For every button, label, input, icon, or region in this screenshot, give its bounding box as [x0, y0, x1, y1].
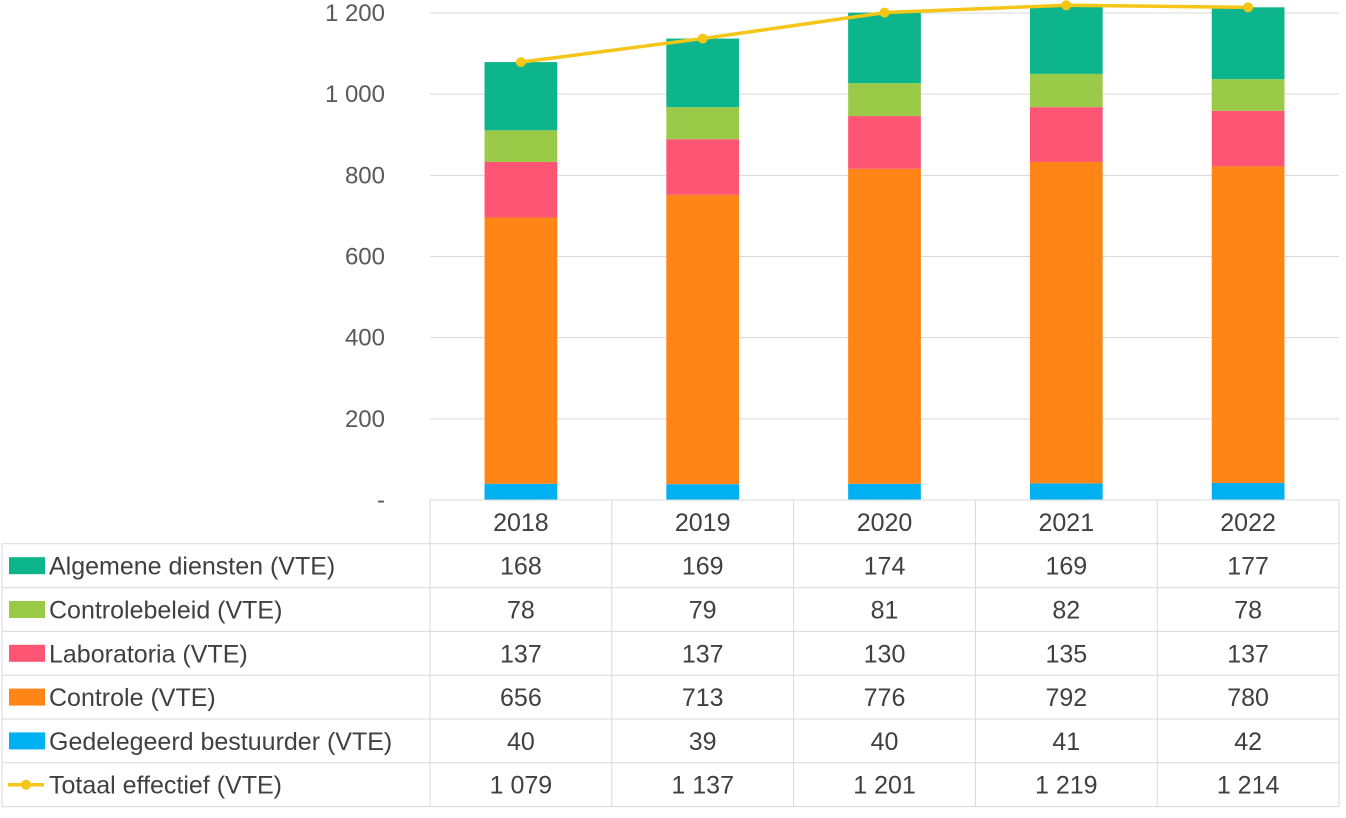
data-table-value: 130 [864, 640, 906, 668]
bar-segment [1029, 107, 1103, 162]
data-table-value: 776 [864, 684, 906, 712]
legend-label: Controle (VTE) [49, 684, 216, 712]
data-table-value: 40 [507, 728, 535, 756]
legend-label: Controlebeleid (VTE) [49, 597, 282, 625]
bar-segment [1029, 73, 1103, 108]
bar-segment [484, 217, 558, 484]
bar-segment [1211, 110, 1285, 167]
bar-segment [484, 483, 558, 500]
total-point [697, 33, 708, 44]
legend-label: Algemene diensten (VTE) [49, 553, 335, 581]
y-tick-label: 800 [345, 162, 385, 189]
bar-segment [666, 139, 740, 195]
legend-label: Laboratoria (VTE) [49, 640, 248, 668]
data-table-value: 81 [871, 597, 899, 625]
bar-segment [1211, 482, 1285, 500]
bar-segment [484, 130, 558, 162]
data-table-value: 39 [689, 728, 717, 756]
data-table-value: 780 [1227, 684, 1269, 712]
data-table-value: 177 [1227, 553, 1269, 581]
data-table-value: 40 [871, 728, 899, 756]
bar-segment [666, 194, 740, 485]
bar-segment [484, 161, 558, 218]
x-tick-label: 2019 [675, 509, 731, 537]
bar-segment [666, 484, 740, 500]
bar-segment [1211, 7, 1285, 80]
data-table-value: 169 [682, 553, 724, 581]
y-tick-label: 1 200 [325, 0, 385, 27]
total-point [1061, 0, 1072, 11]
bar-segment [484, 62, 558, 131]
x-tick-label: 2021 [1038, 509, 1094, 537]
legend-swatch [9, 732, 45, 750]
y-tick-label: 200 [345, 406, 385, 433]
data-table-value: 135 [1045, 640, 1087, 668]
total-point [1243, 2, 1254, 13]
data-table-value: 1 137 [671, 772, 734, 800]
data-table-value: 169 [1045, 553, 1087, 581]
y-tick-label: 600 [345, 244, 385, 271]
legend-swatch [9, 688, 45, 706]
data-table-value: 1 201 [853, 772, 916, 800]
data-table-value: 79 [689, 597, 717, 625]
data-table-value: 1 214 [1217, 772, 1280, 800]
bar-segment [666, 107, 740, 140]
data-table-value: 168 [500, 553, 542, 581]
data-table-value: 713 [682, 684, 724, 712]
legend-swatch [9, 557, 45, 575]
bar-segment [1029, 483, 1103, 500]
data-table-value: 1 219 [1035, 772, 1098, 800]
bar-segment [848, 12, 921, 84]
data-table-value: 82 [1052, 597, 1080, 625]
data-table-value: 137 [682, 640, 724, 668]
data-table-value: 41 [1052, 728, 1080, 756]
data-table-value: 1 079 [490, 772, 553, 800]
legend-label: Gedelegeerd bestuurder (VTE) [49, 728, 392, 756]
data-table-value: 78 [507, 597, 535, 625]
data-table-value: 137 [1227, 640, 1269, 668]
x-tick-label: 2018 [493, 509, 549, 537]
total-point [879, 7, 890, 18]
x-tick-label: 2022 [1220, 509, 1276, 537]
data-table-value: 656 [500, 684, 542, 712]
bar-segment [666, 38, 740, 108]
bar-segment [848, 168, 921, 484]
legend-swatch [9, 601, 45, 618]
y-tick-label: - [377, 487, 385, 514]
y-tick-label: 400 [345, 325, 385, 352]
bar-segment [848, 116, 921, 169]
legend-label: Totaal effectief (VTE) [49, 772, 282, 800]
data-table-value: 792 [1045, 684, 1087, 712]
bar-segment [1029, 161, 1103, 484]
data-table-value: 42 [1234, 728, 1262, 756]
total-point [515, 57, 526, 68]
data-table-value: 174 [864, 553, 906, 581]
data-table-value: 137 [500, 640, 542, 668]
legend-marker-key [21, 779, 31, 790]
bar-segment [1029, 5, 1103, 74]
y-tick-label: 1 000 [325, 81, 385, 108]
bar-segment [848, 483, 921, 500]
data-table-value: 78 [1234, 597, 1262, 625]
bar-segment [1211, 79, 1285, 111]
legend-swatch [9, 644, 45, 662]
x-tick-label: 2020 [857, 509, 913, 537]
bar-segment [848, 83, 921, 117]
bar-segment [1211, 166, 1285, 483]
